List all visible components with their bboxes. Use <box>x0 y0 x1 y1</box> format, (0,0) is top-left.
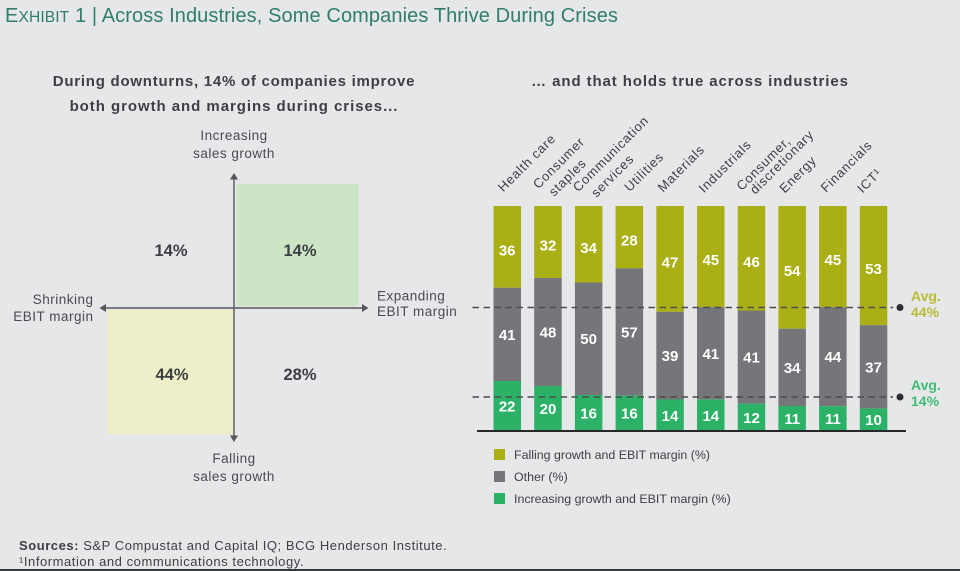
svg-text:16: 16 <box>621 406 638 423</box>
svg-text:44%: 44% <box>155 366 188 384</box>
svg-text:34: 34 <box>580 240 597 257</box>
svg-text:41: 41 <box>499 327 516 344</box>
svg-text:36: 36 <box>499 242 516 259</box>
svg-text:44%: 44% <box>911 304 940 320</box>
svg-text:14%: 14% <box>283 242 316 260</box>
svg-text:32: 32 <box>540 238 557 255</box>
svg-text:14%: 14% <box>154 242 187 260</box>
svg-text:11: 11 <box>784 411 800 428</box>
svg-text:Falling: Falling <box>212 451 255 466</box>
svg-text:53: 53 <box>865 261 882 278</box>
svg-text:14%: 14% <box>911 393 940 409</box>
svg-text:Other (%): Other (%) <box>514 470 568 484</box>
svg-text:… and that holds true across i: … and that holds true across industries <box>531 73 849 90</box>
svg-text:20: 20 <box>540 401 557 418</box>
svg-text:48: 48 <box>540 325 557 342</box>
svg-text:16: 16 <box>580 406 597 423</box>
svg-text:37: 37 <box>865 359 882 376</box>
svg-text:EXHIBIT 1 | Across Industries,: EXHIBIT 1 | Across Industries, Some Comp… <box>5 5 618 27</box>
svg-text:45: 45 <box>702 252 719 269</box>
svg-text:47: 47 <box>662 254 679 271</box>
svg-text:10: 10 <box>865 412 882 429</box>
svg-text:Increasing growth and EBIT mar: Increasing growth and EBIT margin (%) <box>514 492 731 506</box>
svg-text:57: 57 <box>621 324 638 341</box>
svg-text:¹Information and communication: ¹Information and communications technolo… <box>19 554 304 569</box>
svg-text:sales growth: sales growth <box>193 146 275 161</box>
svg-text:14: 14 <box>662 408 679 425</box>
svg-text:Avg.: Avg. <box>911 377 941 393</box>
svg-text:both growth and margins during: both growth and margins during crises... <box>70 98 399 115</box>
svg-text:Avg.: Avg. <box>911 288 941 304</box>
svg-text:34: 34 <box>784 360 801 377</box>
svg-text:22: 22 <box>499 399 516 416</box>
svg-text:Shrinking: Shrinking <box>33 292 94 307</box>
svg-text:39: 39 <box>662 348 679 365</box>
svg-text:14: 14 <box>702 408 719 425</box>
svg-text:sales growth: sales growth <box>193 469 275 484</box>
svg-text:Expanding: Expanding <box>377 289 445 304</box>
svg-text:EBIT margin: EBIT margin <box>13 309 93 324</box>
svg-text:41: 41 <box>743 350 760 367</box>
svg-text:44: 44 <box>825 349 842 366</box>
svg-text:Sources: S&P Compustat and Cap: Sources: S&P Compustat and Capital IQ; B… <box>19 538 447 553</box>
svg-text:54: 54 <box>784 263 801 280</box>
svg-text:11: 11 <box>825 411 841 428</box>
svg-text:45: 45 <box>825 252 842 269</box>
svg-text:41: 41 <box>702 346 719 363</box>
svg-text:28: 28 <box>621 233 638 250</box>
svg-text:EBIT margin: EBIT margin <box>377 304 457 319</box>
svg-text:12: 12 <box>743 410 760 427</box>
svg-text:50: 50 <box>580 331 597 348</box>
svg-text:46: 46 <box>743 254 760 271</box>
svg-text:Falling growth and EBIT margin: Falling growth and EBIT margin (%) <box>514 448 710 462</box>
svg-text:Increasing: Increasing <box>200 128 267 143</box>
svg-text:28%: 28% <box>283 366 316 384</box>
svg-text:During downturns, 14% of compa: During downturns, 14% of companies impro… <box>53 73 415 90</box>
